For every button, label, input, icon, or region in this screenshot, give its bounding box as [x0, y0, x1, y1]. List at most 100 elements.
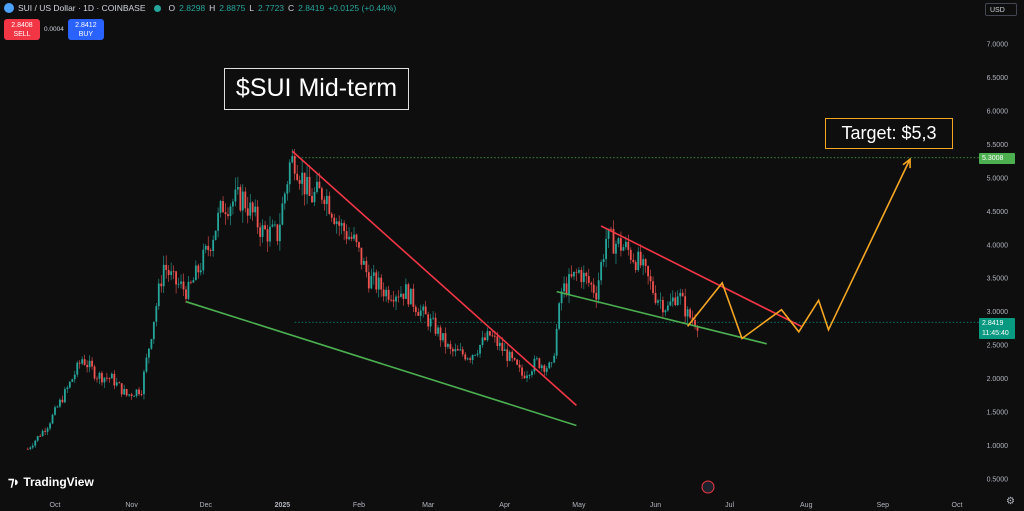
candle-body [634, 262, 637, 271]
candle-body [612, 228, 615, 254]
candle-body [545, 368, 548, 372]
currency-select[interactable]: USD [985, 3, 1017, 16]
settings-gear-icon[interactable]: ⚙ [1006, 496, 1015, 507]
candle-body [380, 277, 383, 290]
candle-body [580, 270, 583, 283]
candle-body [565, 283, 568, 295]
candle-body [696, 326, 699, 331]
candle-body [476, 353, 479, 355]
candle-body [464, 354, 467, 360]
x-tick-label: Aug [800, 502, 813, 509]
candle-body [286, 184, 289, 194]
buy-button[interactable]: 2.8412 BUY [67, 19, 104, 40]
candle-body [29, 447, 32, 449]
y-tick-label: 1.0000 [987, 443, 1009, 450]
candle-body [419, 310, 422, 316]
candle-body [101, 372, 103, 383]
candles [26, 149, 699, 451]
candle-body [340, 223, 343, 226]
candle-body [439, 327, 442, 341]
candle-body [328, 195, 331, 214]
candle-body [489, 331, 491, 336]
candle-body [538, 358, 541, 369]
candle-body [553, 355, 556, 363]
candle-body [607, 228, 610, 239]
candle-body [429, 318, 432, 327]
trade-panel: 2.8408 SELL 0.0004 2.8412 BUY [4, 19, 104, 40]
candle-body [691, 317, 694, 321]
candle-body [227, 214, 229, 217]
candle-body [199, 270, 202, 273]
candle-body [259, 227, 262, 237]
candle-body [71, 379, 74, 382]
candle-body [570, 274, 573, 277]
candle-body [224, 212, 227, 215]
target-annotation: Target: $5,3 [825, 118, 953, 149]
candle-body [83, 359, 86, 365]
candle-body [414, 306, 417, 313]
candle-body [207, 245, 210, 251]
candle-body [246, 208, 249, 216]
high-label: H [209, 3, 216, 13]
candle-body [451, 348, 454, 352]
sell-button[interactable]: 2.8408 SELL [4, 19, 40, 40]
candle-body [320, 188, 323, 200]
candle-body [644, 259, 647, 266]
candle-body [175, 271, 177, 285]
candle-body [637, 251, 640, 271]
candle-body [664, 310, 667, 313]
candle-body [185, 289, 187, 299]
candle-body [56, 406, 59, 408]
candle-body [573, 271, 575, 277]
sell-price: 2.8408 [11, 22, 33, 29]
x-tick-label: Nov [125, 502, 138, 509]
target-price-label: 5.3008 [979, 153, 1015, 164]
candle-body [68, 381, 71, 388]
candle-body [31, 445, 34, 448]
candle-body [219, 201, 222, 213]
candle-body [26, 448, 29, 450]
candle-body [150, 339, 153, 349]
candle-body [293, 156, 296, 174]
candle-body [459, 349, 462, 351]
change-value: +0.0125 (+0.44%) [328, 3, 397, 13]
tradingview-name: TradingView [23, 475, 94, 489]
candle-body [412, 288, 415, 307]
candle-body [503, 349, 506, 351]
y-tick-label: 6.0000 [987, 108, 1009, 115]
candle-body [617, 238, 620, 244]
candle-body [182, 281, 185, 290]
candle-body [486, 331, 489, 341]
symbol-title[interactable]: SUI / US Dollar · 1D · COINBASE [18, 3, 146, 13]
projection-arrowhead [902, 157, 911, 169]
candle-body [229, 206, 232, 217]
candle-body [276, 224, 279, 242]
candle-body [296, 173, 299, 181]
candle-body [528, 375, 531, 376]
candle-body [167, 269, 170, 276]
candle-body [447, 344, 449, 347]
candle-body [466, 358, 469, 360]
x-tick-label: Oct [952, 502, 963, 509]
x-tick-label: Dec [200, 502, 213, 509]
candle-body [568, 274, 570, 295]
candle-body [135, 389, 138, 396]
candle-body [244, 191, 247, 209]
candle-body [676, 296, 679, 306]
candle-body [597, 280, 600, 300]
candle-body [548, 362, 551, 369]
candle-body [516, 359, 519, 365]
candle-body [521, 367, 523, 376]
candle-body [86, 364, 89, 368]
candle-body [493, 335, 496, 337]
candle-body [103, 377, 106, 383]
candle-body [311, 195, 313, 203]
candle-body [681, 292, 684, 297]
last-price-label: 2.8419 11:45:40 [979, 318, 1015, 339]
candle-body [647, 265, 649, 277]
candle-body [338, 221, 341, 226]
candle-body [204, 245, 207, 250]
candle-body [316, 181, 318, 192]
candle-body [434, 317, 437, 334]
